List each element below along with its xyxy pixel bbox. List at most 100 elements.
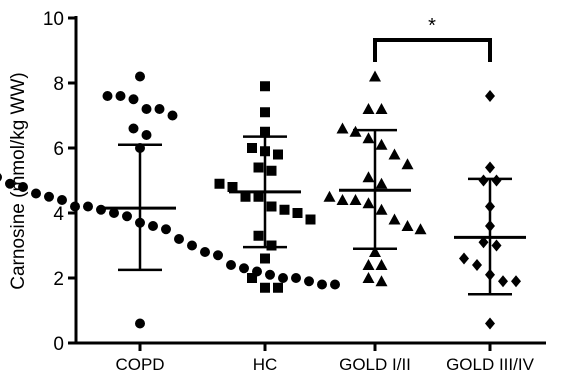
data-point	[336, 122, 349, 134]
data-point	[247, 143, 257, 153]
x-category-label: COPD	[115, 355, 164, 374]
data-point	[362, 171, 375, 183]
data-point	[44, 191, 54, 202]
data-point	[362, 259, 375, 270]
y-tick-label: 10	[43, 9, 64, 30]
data-point	[240, 191, 251, 202]
x-category-label: GOLD III/IV	[446, 355, 535, 374]
data-point	[414, 223, 427, 235]
data-point	[472, 259, 482, 271]
data-point	[362, 103, 375, 114]
data-point	[260, 253, 270, 264]
data-point	[336, 194, 349, 205]
data-point	[83, 201, 93, 212]
data-point	[498, 275, 508, 288]
data-point	[200, 247, 210, 257]
data-point	[161, 224, 171, 235]
data-point	[253, 162, 264, 173]
data-point	[226, 260, 236, 270]
y-tick-label: 2	[53, 269, 64, 290]
data-point	[291, 273, 301, 283]
data-point	[273, 149, 283, 160]
data-point	[5, 178, 15, 189]
y-tick-label: 0	[53, 334, 64, 355]
data-point	[253, 191, 264, 202]
y-tick-label: 4	[53, 204, 64, 225]
data-point	[304, 276, 314, 287]
data-point	[485, 317, 495, 330]
data-marks	[0, 70, 526, 330]
data-point	[102, 91, 113, 101]
data-point	[213, 250, 223, 261]
data-point	[273, 282, 283, 293]
data-point	[369, 70, 381, 82]
data-point	[227, 182, 238, 192]
data-point	[0, 173, 2, 182]
data-point	[485, 161, 495, 174]
data-point	[135, 318, 145, 329]
data-point	[375, 138, 388, 150]
data-point	[305, 214, 316, 225]
data-point	[511, 275, 521, 288]
data-point	[459, 252, 469, 265]
data-point	[323, 190, 336, 202]
data-point	[109, 208, 119, 218]
data-point	[260, 81, 270, 92]
significance-label: *	[428, 15, 436, 37]
data-point	[401, 158, 414, 170]
data-point	[279, 204, 290, 215]
data-point	[349, 194, 362, 205]
data-point	[485, 90, 495, 102]
data-point	[239, 263, 249, 274]
data-point	[128, 94, 139, 105]
data-point	[187, 240, 197, 251]
data-point	[375, 203, 388, 215]
data-point	[148, 221, 158, 231]
data-point	[369, 246, 381, 257]
data-point	[375, 275, 388, 287]
data-point	[266, 201, 277, 212]
data-point	[57, 195, 67, 205]
data-point	[96, 204, 106, 215]
data-point	[362, 132, 375, 144]
data-point	[401, 220, 414, 231]
y-tick-label: 8	[53, 74, 64, 95]
data-point	[375, 259, 388, 270]
data-point	[253, 230, 264, 241]
axes: 0 2 4 6 8 10 COPD HC GOLD I/II GOLD III/IV	[43, 9, 546, 374]
data-point	[122, 211, 132, 222]
y-tick-label: 6	[53, 139, 64, 160]
data-point	[266, 240, 277, 251]
data-point	[478, 236, 489, 249]
data-point	[317, 279, 327, 290]
data-point	[388, 148, 401, 160]
data-point	[31, 188, 41, 199]
data-point	[388, 213, 401, 225]
data-point	[174, 234, 184, 244]
data-point	[265, 269, 275, 280]
data-point	[247, 273, 257, 283]
data-point	[70, 201, 80, 212]
data-point	[491, 239, 502, 252]
data-point	[260, 282, 270, 293]
data-point	[141, 104, 152, 114]
data-point	[266, 165, 277, 176]
data-point	[260, 126, 270, 137]
data-point	[491, 174, 502, 187]
significance-bracket	[373, 38, 492, 62]
significance-annotation: *	[373, 15, 492, 62]
data-point	[362, 272, 375, 283]
data-point	[154, 104, 165, 114]
data-point	[214, 178, 225, 189]
y-axis-title: Carnosine (mmol/kg WW)	[8, 72, 29, 289]
data-point	[478, 174, 489, 187]
x-category-label: HC	[253, 355, 278, 374]
data-point	[292, 208, 303, 218]
data-point	[167, 110, 178, 121]
data-point	[135, 71, 145, 82]
data-point	[375, 177, 388, 189]
data-point	[362, 197, 375, 209]
data-point	[18, 182, 28, 192]
data-point	[260, 107, 270, 118]
